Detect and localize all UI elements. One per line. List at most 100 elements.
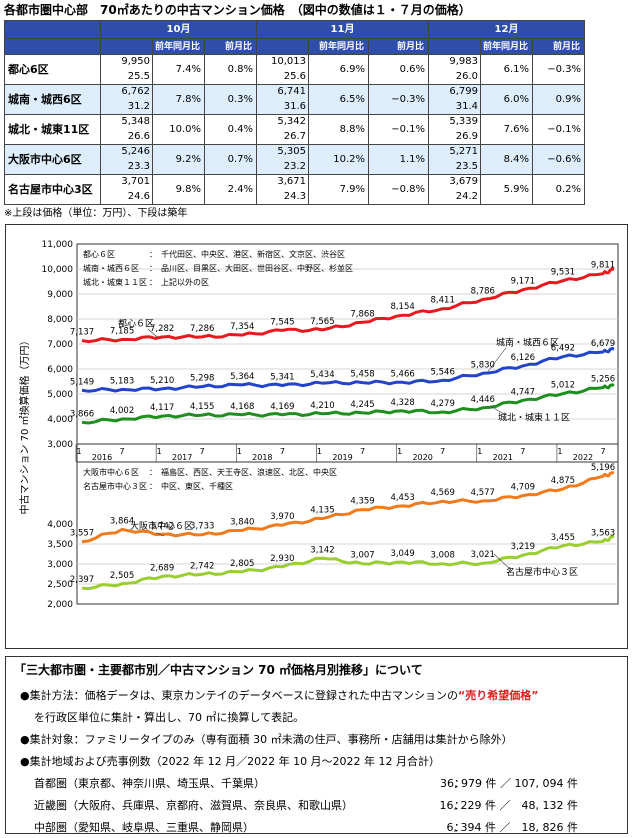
- y-tick-label: 10,000: [42, 265, 74, 275]
- y-tick-label: 2,500: [47, 580, 73, 590]
- callout-leader: [490, 406, 507, 416]
- x-year-label: 2018: [252, 453, 272, 462]
- plot-area: [76, 243, 619, 605]
- price-value: 3,701: [100, 174, 153, 190]
- x-year-label: 2019: [332, 453, 352, 462]
- data-label: 4,359: [350, 497, 374, 507]
- yoy-value: 6.9%: [308, 54, 369, 85]
- data-label: 4,446: [471, 395, 495, 405]
- region-row: 中部圏（愛知県、岐阜県、三重県、静岡県）： 6, 394 件 ／ 18, 826 …: [34, 821, 578, 834]
- area-name: 都心6区: [4, 54, 101, 85]
- data-label: 2,397: [70, 575, 94, 585]
- mom-value: 2.4%: [204, 174, 257, 205]
- data-label: 7,137: [70, 328, 94, 338]
- yoy-value: 9.8%: [152, 174, 205, 205]
- data-label: 5,341: [270, 372, 294, 382]
- series-callout: 城北・城東１１区: [498, 411, 570, 423]
- legend-name: 大阪市中心６区: [83, 467, 139, 477]
- data-label: 7,868: [350, 309, 374, 319]
- data-label: 8,786: [471, 286, 495, 296]
- data-label: 4,155: [190, 402, 214, 412]
- x-tick-label: 1: [76, 447, 81, 456]
- data-label: 5,210: [150, 376, 174, 386]
- col-mom: 前月比: [368, 38, 429, 55]
- x-tick-label: 1: [557, 447, 562, 456]
- region-row: 近畿圏（大阪府、兵庫県、京都府、滋賀県、奈良県、和歌山県）： 16, 229 件 …: [34, 799, 578, 812]
- y-tick-label: 8,000: [47, 315, 73, 325]
- series-line: [81, 535, 615, 591]
- series-callout: 都心６区: [118, 319, 154, 330]
- yoy-value: 7.6%: [480, 114, 533, 145]
- mom-value: 0.8%: [204, 54, 257, 85]
- x-tick-label: 1: [397, 447, 402, 456]
- x-year-label: 2021: [493, 453, 513, 462]
- x-tick-label: 7: [120, 447, 125, 456]
- method-continued: を行政区単位に集計・算出し、70 ㎡に換算して表記。: [34, 711, 305, 724]
- age-value: 23.5: [428, 159, 481, 175]
- col-yoy: 前年同月比: [152, 38, 205, 55]
- data-label: 3,021: [471, 550, 495, 560]
- data-label: 3,733: [190, 522, 214, 532]
- col-mom: 前月比: [532, 38, 585, 55]
- legend-desc: ： 品川区、目黒区、大田区、世田谷区、中野区、杉並区: [149, 263, 353, 273]
- data-label: 4,168: [230, 402, 254, 412]
- price-value: 3,671: [256, 174, 309, 190]
- data-label: 4,135: [310, 506, 334, 516]
- yoy-value: 6.1%: [480, 54, 533, 85]
- series-line: [81, 347, 615, 393]
- x-year-label: 2017: [172, 453, 192, 462]
- data-label: 4,002: [110, 406, 134, 416]
- age-value: 24.6: [100, 189, 153, 205]
- region-row: 首都圏（東京都、神奈川県、埼玉県、千葉県）： 36, 979 件 ／ 107, 0…: [34, 777, 578, 790]
- data-label: 4,279: [431, 399, 455, 409]
- legend-name: 城南・城西６区: [83, 263, 139, 273]
- info-panel: 「三大都市圏・主要都市別／中古マンション 70 ㎡価格月別推移」について ●集計…: [5, 656, 628, 834]
- y-tick-label: 5,000: [47, 390, 73, 400]
- data-label: 3,049: [390, 549, 414, 559]
- area-name: 城北・城東11区: [4, 114, 101, 145]
- data-label: 4,210: [310, 401, 334, 411]
- data-label: 4,577: [471, 488, 495, 498]
- data-label: 3,563: [591, 528, 615, 538]
- data-label: 5,196: [591, 463, 615, 473]
- age-value: 26.7: [256, 129, 309, 145]
- x-tick-label: 7: [440, 447, 445, 456]
- data-label: 4,709: [511, 483, 535, 493]
- data-label: 6,679: [591, 339, 615, 349]
- age-value: 31.2: [100, 99, 153, 115]
- series-callout: 名古屋市中心３区: [506, 566, 578, 578]
- x-year-label: 2016: [92, 453, 112, 462]
- mom-value: −0.1%: [532, 114, 585, 145]
- yoy-value: 9.2%: [152, 144, 205, 175]
- data-label: 5,546: [431, 367, 455, 377]
- age-value: 26.0: [428, 69, 481, 85]
- price-value: 5,348: [100, 114, 153, 130]
- data-label: 4,117: [150, 403, 174, 413]
- data-label: 9,811: [591, 261, 615, 271]
- data-label: 2,805: [230, 559, 254, 569]
- mom-value: 1.1%: [368, 144, 429, 175]
- data-label: 5,458: [350, 370, 374, 380]
- yoy-value: 8.4%: [480, 144, 533, 175]
- data-label: 5,149: [70, 377, 94, 387]
- yoy-value: 6.0%: [480, 84, 533, 115]
- col-mom: 前月比: [204, 38, 257, 55]
- legend-desc: ： 福島区、西区、天王寺区、浪速区、北区、中央区: [149, 467, 337, 477]
- y-tick-label: 2,000: [47, 600, 73, 610]
- price-value: 6,762: [100, 84, 153, 100]
- data-label: 7,185: [110, 326, 134, 336]
- price-value: 5,339: [428, 114, 481, 130]
- data-label: 2,689: [150, 563, 174, 573]
- data-label: 7,545: [270, 317, 294, 327]
- area-name: 城南・城西6区: [4, 84, 101, 115]
- target-line: ●集計対象：ファミリータイプのみ（専有面積 30 ㎡未満の住戸、事務所・店舗用は…: [20, 733, 513, 746]
- series-line: [81, 267, 615, 344]
- data-label: 3,007: [350, 551, 374, 561]
- method-emphasis: “売り希望価格”: [458, 689, 539, 702]
- age-value: 24.2: [428, 189, 481, 205]
- yoy-value: 10.0%: [152, 114, 205, 145]
- price-value: 5,342: [256, 114, 309, 130]
- method-line: ●集計方法：価格データは、東京カンテイのデータベースに登録された中古マンションの…: [20, 689, 539, 702]
- mom-value: 0.9%: [532, 84, 585, 115]
- data-label: 8,411: [431, 296, 455, 306]
